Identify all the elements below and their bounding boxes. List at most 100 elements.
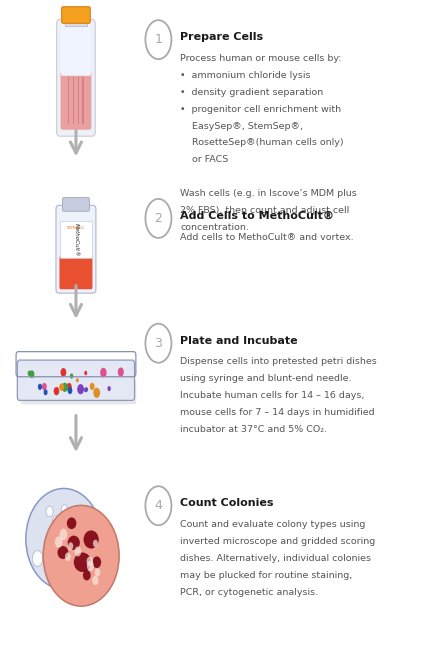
Circle shape — [118, 367, 124, 376]
Circle shape — [93, 540, 98, 547]
Circle shape — [59, 384, 64, 391]
Text: Count and evaluate colony types using: Count and evaluate colony types using — [180, 520, 365, 529]
Circle shape — [55, 536, 62, 548]
Circle shape — [29, 370, 34, 378]
Circle shape — [87, 561, 94, 571]
Circle shape — [68, 542, 73, 550]
Circle shape — [59, 528, 67, 540]
Circle shape — [93, 387, 100, 398]
Circle shape — [65, 552, 71, 561]
Ellipse shape — [68, 536, 80, 550]
Circle shape — [145, 324, 171, 363]
Circle shape — [44, 556, 50, 566]
Text: Dispense cells into pretested petri dishes: Dispense cells into pretested petri dish… — [180, 358, 377, 367]
Text: 2% FBS), then count and adjust cell: 2% FBS), then count and adjust cell — [180, 206, 349, 215]
Circle shape — [145, 20, 171, 59]
Circle shape — [92, 576, 99, 585]
Text: or FACS: or FACS — [180, 155, 228, 164]
Ellipse shape — [57, 546, 68, 559]
Bar — [78, 77, 79, 124]
Ellipse shape — [92, 556, 101, 568]
Circle shape — [76, 378, 79, 382]
Ellipse shape — [26, 489, 102, 589]
Circle shape — [95, 568, 100, 577]
Circle shape — [38, 384, 42, 390]
Circle shape — [61, 505, 68, 515]
Text: Add cells to MethoCult® and vortex.: Add cells to MethoCult® and vortex. — [180, 233, 354, 242]
FancyBboxPatch shape — [17, 360, 135, 400]
Text: Process human or mouse cells by:: Process human or mouse cells by: — [180, 54, 342, 63]
Circle shape — [85, 387, 88, 392]
Circle shape — [86, 556, 93, 566]
Circle shape — [100, 368, 107, 378]
Text: inverted microscope and gridded scoring: inverted microscope and gridded scoring — [180, 537, 375, 546]
Text: using syringe and blunt-end needle.: using syringe and blunt-end needle. — [180, 374, 352, 384]
Text: EasySep®, StemSep®,: EasySep®, StemSep®, — [180, 122, 303, 131]
Circle shape — [90, 383, 95, 390]
Ellipse shape — [74, 552, 91, 572]
Text: •  progenitor cell enrichment with: • progenitor cell enrichment with — [180, 105, 341, 114]
Circle shape — [81, 555, 87, 565]
FancyBboxPatch shape — [59, 256, 92, 289]
Text: 4: 4 — [155, 499, 162, 512]
Text: STEMCELL: STEMCELL — [67, 226, 85, 229]
Bar — [66, 21, 86, 27]
Text: 1: 1 — [155, 33, 162, 46]
Ellipse shape — [67, 517, 76, 529]
Circle shape — [54, 387, 59, 395]
Circle shape — [52, 524, 60, 538]
Circle shape — [108, 386, 111, 391]
Circle shape — [84, 387, 87, 393]
Circle shape — [46, 506, 53, 517]
Circle shape — [62, 383, 68, 392]
Text: incubator at 37°C and 5% CO₂.: incubator at 37°C and 5% CO₂. — [180, 425, 327, 434]
Bar — [82, 77, 84, 124]
Text: •  density gradient separation: • density gradient separation — [180, 88, 323, 97]
Text: MethoCult®: MethoCult® — [73, 223, 79, 256]
Circle shape — [60, 368, 66, 377]
Text: may be plucked for routine staining,: may be plucked for routine staining, — [180, 571, 352, 580]
FancyBboxPatch shape — [56, 20, 95, 136]
Circle shape — [77, 384, 84, 395]
Ellipse shape — [83, 530, 99, 549]
Circle shape — [145, 486, 171, 525]
Text: dishes. Alternatively, individual colonies: dishes. Alternatively, individual coloni… — [180, 554, 371, 563]
Circle shape — [33, 551, 43, 566]
Text: •  ammonium chloride lysis: • ammonium chloride lysis — [180, 71, 311, 80]
Text: RosetteSep®(human cells only): RosetteSep®(human cells only) — [180, 138, 344, 148]
Text: Wash cells (e.g. in Iscove’s MDM plus: Wash cells (e.g. in Iscove’s MDM plus — [180, 189, 357, 198]
Circle shape — [68, 387, 72, 394]
Bar — [60, 221, 92, 258]
Circle shape — [75, 547, 81, 556]
FancyBboxPatch shape — [62, 198, 89, 211]
Circle shape — [28, 370, 31, 376]
Text: Incubate human cells for 14 – 16 days,: Incubate human cells for 14 – 16 days, — [180, 391, 365, 400]
Circle shape — [52, 547, 60, 560]
Circle shape — [72, 508, 81, 522]
Text: Add Cells to MethoCult®: Add Cells to MethoCult® — [180, 211, 334, 221]
Text: Count Colonies: Count Colonies — [180, 499, 273, 508]
Circle shape — [84, 370, 87, 375]
Text: mouse cells for 7 – 14 days in humidified: mouse cells for 7 – 14 days in humidifie… — [180, 408, 375, 417]
FancyBboxPatch shape — [56, 205, 96, 293]
Circle shape — [43, 389, 48, 395]
Circle shape — [58, 556, 66, 569]
FancyBboxPatch shape — [21, 380, 136, 404]
Text: Plate and Incubate: Plate and Incubate — [180, 336, 298, 346]
Ellipse shape — [43, 506, 119, 606]
Circle shape — [42, 383, 47, 390]
Circle shape — [48, 530, 57, 543]
FancyBboxPatch shape — [60, 72, 91, 129]
Circle shape — [53, 515, 61, 528]
Text: Prepare Cells: Prepare Cells — [180, 32, 263, 42]
Text: 3: 3 — [155, 337, 162, 350]
Circle shape — [70, 373, 73, 378]
Circle shape — [49, 547, 56, 556]
Circle shape — [145, 199, 171, 238]
Text: 2: 2 — [155, 212, 162, 225]
Bar — [72, 77, 74, 124]
FancyBboxPatch shape — [61, 24, 91, 76]
Ellipse shape — [83, 570, 91, 580]
Text: PCR, or cytogenetic analysis.: PCR, or cytogenetic analysis. — [180, 588, 318, 597]
Circle shape — [66, 383, 72, 391]
